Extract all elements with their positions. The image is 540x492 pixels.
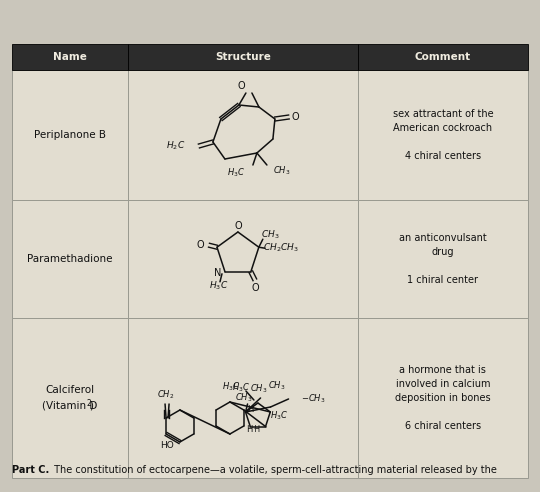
Text: $CH_3$: $CH_3$ <box>250 383 267 395</box>
Text: a hormone that is
involved in calcium
deposition in bones

6 chiral centers: a hormone that is involved in calcium de… <box>395 365 491 431</box>
Bar <box>128 44 357 70</box>
Text: $CH_3$: $CH_3$ <box>273 165 291 177</box>
Text: O: O <box>251 283 259 293</box>
Text: HO: HO <box>160 441 174 451</box>
Bar <box>357 318 528 478</box>
Text: Name: Name <box>53 52 87 62</box>
Text: $CH_2CH_3$: $CH_2CH_3$ <box>263 242 299 254</box>
Bar <box>128 200 357 318</box>
Text: O: O <box>234 221 242 231</box>
Text: $CH_3$: $CH_3$ <box>235 392 252 404</box>
Text: The constitution of ectocarpene—a volatile, sperm-cell-attracting material relea: The constitution of ectocarpene—a volati… <box>51 465 497 475</box>
Text: $H_3C$: $H_3C$ <box>222 381 240 393</box>
Bar <box>12 318 128 478</box>
Text: $H_3C$: $H_3C$ <box>227 167 245 179</box>
Text: Calciferol: Calciferol <box>45 385 94 395</box>
Bar <box>357 200 528 318</box>
Text: (Vitamin D: (Vitamin D <box>42 401 98 411</box>
Text: O: O <box>291 112 299 122</box>
Text: N: N <box>214 268 221 278</box>
Bar <box>357 44 528 70</box>
Text: 2: 2 <box>86 399 91 408</box>
Text: sex attractant of the
American cockroach

4 chiral centers: sex attractant of the American cockroach… <box>393 109 493 161</box>
Text: H: H <box>246 425 252 433</box>
Text: ·H: ·H <box>252 425 260 434</box>
Bar <box>12 200 128 318</box>
Text: $H_3C$: $H_3C$ <box>210 279 228 292</box>
Text: $CH_3$: $CH_3$ <box>261 229 279 242</box>
Text: Comment: Comment <box>415 52 471 62</box>
Text: Structure: Structure <box>215 52 271 62</box>
Text: H: H <box>247 404 253 413</box>
Text: $CH_3$: $CH_3$ <box>268 380 285 392</box>
Bar <box>12 44 128 70</box>
Text: $H_2C$: $H_2C$ <box>166 140 185 152</box>
Text: $-CH_3$: $-CH_3$ <box>301 393 325 405</box>
Text: Paramethadione: Paramethadione <box>28 254 113 264</box>
Bar <box>357 70 528 200</box>
Bar <box>128 70 357 200</box>
Text: ): ) <box>89 401 93 411</box>
Text: $CH_2$: $CH_2$ <box>157 389 175 401</box>
Text: Part C.: Part C. <box>12 465 49 475</box>
Text: $H_3C$: $H_3C$ <box>269 410 288 422</box>
Text: Periplanone B: Periplanone B <box>34 130 106 140</box>
Text: O: O <box>237 81 245 91</box>
Text: O: O <box>196 240 204 250</box>
Text: an anticonvulsant
drug

1 chiral center: an anticonvulsant drug 1 chiral center <box>399 233 487 285</box>
Bar <box>12 70 128 200</box>
Text: $H_3C$: $H_3C$ <box>232 382 250 394</box>
Bar <box>128 318 357 478</box>
